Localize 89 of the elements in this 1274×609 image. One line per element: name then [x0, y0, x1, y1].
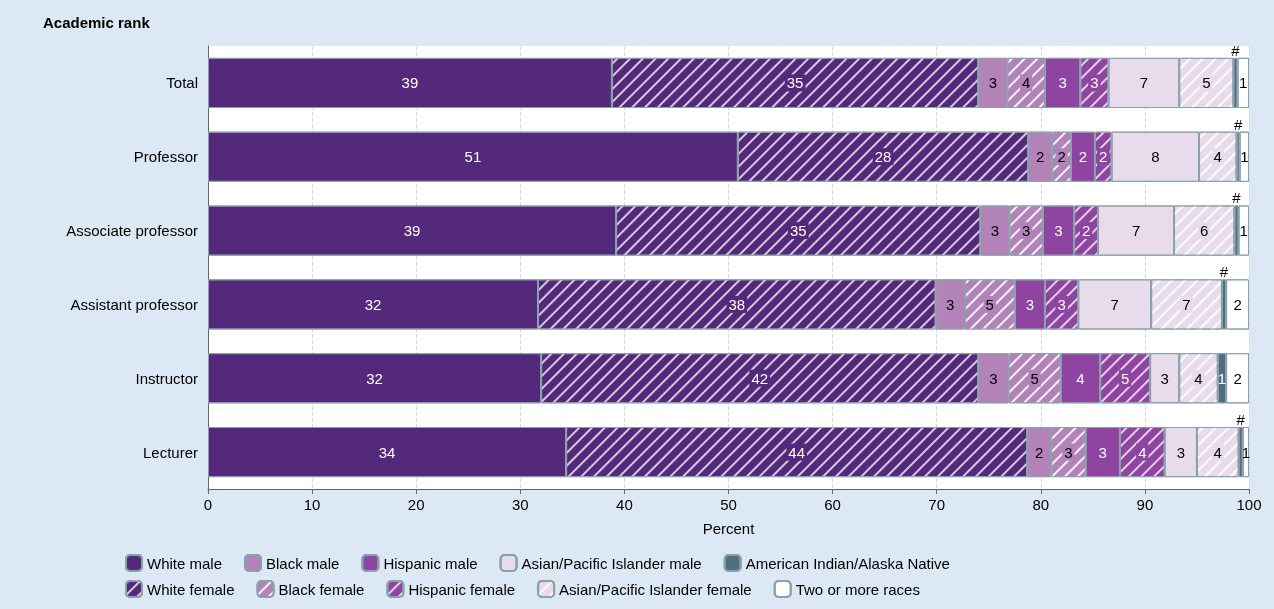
data-label: 3 [1098, 443, 1107, 461]
data-label: 2 [1233, 369, 1242, 387]
legend-label: Asian/Pacific Islander male [521, 554, 702, 572]
data-label: 4 [1022, 74, 1031, 92]
data-label: 51 [464, 148, 482, 166]
data-label: 5 [985, 295, 994, 313]
y-axis-title: Academic rank [43, 14, 151, 31]
legend-label: White female [147, 580, 235, 598]
data-label: 2 [1099, 148, 1108, 166]
data-label: 35 [786, 74, 804, 92]
data-label: 5 [1120, 369, 1130, 387]
x-tick-label: 90 [1136, 496, 1154, 513]
data-label: 3 [989, 369, 998, 387]
data-label: # [1232, 189, 1242, 207]
data-label: 1 [1240, 148, 1249, 166]
legend-label: Black female [278, 580, 365, 598]
x-tick-label: 50 [720, 496, 737, 513]
y-tick-label: Assistant professor [70, 295, 198, 313]
data-label: 1 [1239, 222, 1248, 240]
data-label: 5 [1202, 74, 1211, 92]
data-label: 35 [789, 222, 807, 240]
data-label: 3 [1160, 369, 1169, 387]
x-axis-title: Percent [702, 520, 756, 537]
y-tick-label: Total [166, 74, 198, 92]
data-label: 3 [1058, 74, 1067, 92]
legend-label: American Indian/Alaska Native [745, 554, 950, 572]
data-label: # [1219, 263, 1229, 281]
data-label: 5 [1030, 369, 1039, 387]
data-label: 32 [364, 295, 382, 313]
data-label: 3 [1022, 222, 1031, 240]
x-tick-label: 40 [616, 496, 633, 513]
data-label: 1 [1241, 443, 1251, 461]
data-label: 4 [1076, 369, 1085, 387]
data-label: 2 [1233, 295, 1242, 313]
x-tick-label: 0 [203, 496, 213, 513]
data-label: 7 [1131, 222, 1141, 240]
data-label: 39 [403, 222, 421, 240]
data-label: 2 [1081, 222, 1091, 240]
y-tick-label: Associate professor [66, 222, 198, 240]
y-tick-label: Professor [133, 148, 198, 166]
data-label: # [1231, 41, 1241, 59]
data-label: 39 [401, 74, 419, 92]
data-label: 6 [1200, 222, 1209, 240]
data-label: 2 [1078, 148, 1088, 166]
data-label: 4 [1138, 443, 1147, 461]
legend-label: Hispanic male [383, 554, 478, 572]
data-label: 1 [1239, 74, 1248, 92]
data-label: 28 [874, 148, 892, 166]
data-label: 4 [1194, 369, 1203, 387]
x-tick-label: 70 [928, 496, 946, 513]
data-label: 3 [988, 74, 998, 92]
y-tick-label: Lecturer [142, 443, 198, 461]
x-tick-label: 100 [1236, 496, 1262, 513]
data-label: 3 [1090, 74, 1099, 92]
data-label: 38 [728, 295, 746, 313]
data-label: 3 [1025, 295, 1035, 313]
legend-label: Hispanic female [408, 580, 516, 598]
data-label: 3 [1054, 222, 1063, 240]
legend-label: Two or more races [795, 580, 920, 598]
x-tick-label: 80 [1032, 496, 1050, 513]
data-label: 7 [1139, 74, 1149, 92]
legend-label: Black male [266, 554, 340, 572]
x-tick-label: 20 [407, 496, 425, 513]
data-label: 3 [1057, 295, 1066, 313]
data-label: 3 [1064, 443, 1073, 461]
data-label: 7 [1110, 295, 1119, 313]
legend-label: Asian/Pacific Islander female [559, 580, 752, 598]
x-tick-label: 30 [511, 496, 529, 513]
data-label: 34 [378, 443, 396, 461]
data-label: 44 [788, 443, 806, 461]
data-label: # [1236, 410, 1246, 428]
data-label: 7 [1182, 295, 1191, 313]
data-label: 32 [366, 369, 383, 387]
data-label: # [1233, 115, 1243, 133]
data-label: 1 [1217, 369, 1227, 387]
data-label: 42 [751, 369, 769, 387]
data-label: 2 [1036, 148, 1045, 166]
data-label: 2 [1057, 148, 1066, 166]
data-label: 3 [946, 295, 955, 313]
data-label: 3 [990, 222, 1000, 240]
y-tick-label: Instructor [135, 369, 198, 387]
x-tick-label: 60 [824, 496, 841, 513]
legend-label: White male [147, 554, 223, 572]
data-label: 2 [1035, 443, 1044, 461]
x-tick-label: 10 [303, 496, 321, 513]
data-label: 4 [1213, 148, 1222, 166]
data-label: 4 [1213, 443, 1222, 461]
data-label: 8 [1151, 148, 1160, 166]
data-label: 3 [1176, 443, 1185, 461]
